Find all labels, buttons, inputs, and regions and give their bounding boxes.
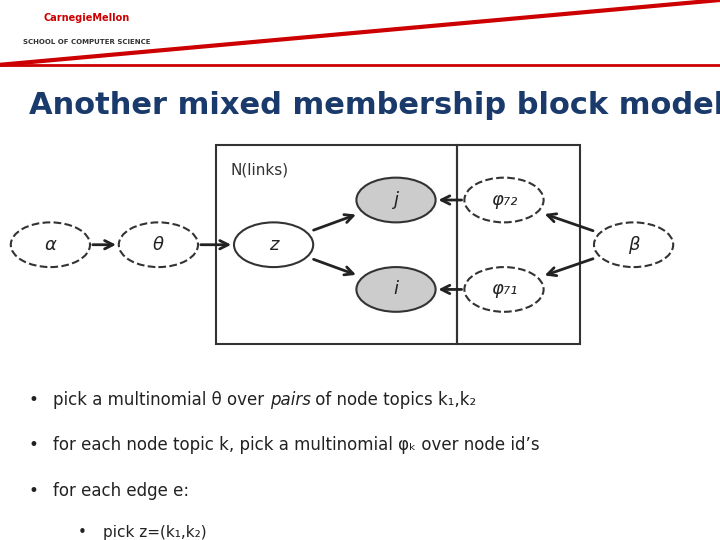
Text: β: β (628, 236, 639, 254)
Text: for each edge e:: for each edge e: (53, 482, 189, 500)
Ellipse shape (119, 222, 198, 267)
Text: •: • (29, 436, 38, 454)
Ellipse shape (464, 267, 544, 312)
Text: N(links): N(links) (230, 163, 289, 178)
Ellipse shape (356, 178, 436, 222)
Text: SCHOOL OF COMPUTER SCIENCE: SCHOOL OF COMPUTER SCIENCE (22, 39, 150, 45)
Text: pairs: pairs (269, 391, 310, 409)
Text: CarnegieMellon: CarnegieMellon (43, 13, 130, 23)
Ellipse shape (464, 178, 544, 222)
Text: θ: θ (153, 236, 164, 254)
Text: •: • (29, 482, 38, 500)
Text: for each node topic k, pick a multinomial φₖ over node id’s: for each node topic k, pick a multinomia… (53, 436, 540, 454)
Text: i: i (394, 280, 398, 299)
Text: pick z=(k₁,k₂): pick z=(k₁,k₂) (103, 525, 206, 540)
Text: z: z (269, 236, 279, 254)
Ellipse shape (356, 267, 436, 312)
Text: •: • (29, 391, 38, 409)
Ellipse shape (594, 222, 673, 267)
Ellipse shape (234, 222, 313, 267)
Text: Another mixed membership block model: Another mixed membership block model (29, 91, 720, 120)
Ellipse shape (11, 222, 90, 267)
Text: •: • (78, 525, 87, 540)
Text: of node topics k₁,k₂: of node topics k₁,k₂ (310, 391, 477, 409)
Text: j: j (394, 191, 398, 209)
Text: pick a multinomial θ over: pick a multinomial θ over (53, 391, 269, 409)
Text: φ₇₁: φ₇₁ (491, 280, 517, 299)
Text: φ₇₂: φ₇₂ (491, 191, 517, 209)
Text: α: α (45, 236, 56, 254)
